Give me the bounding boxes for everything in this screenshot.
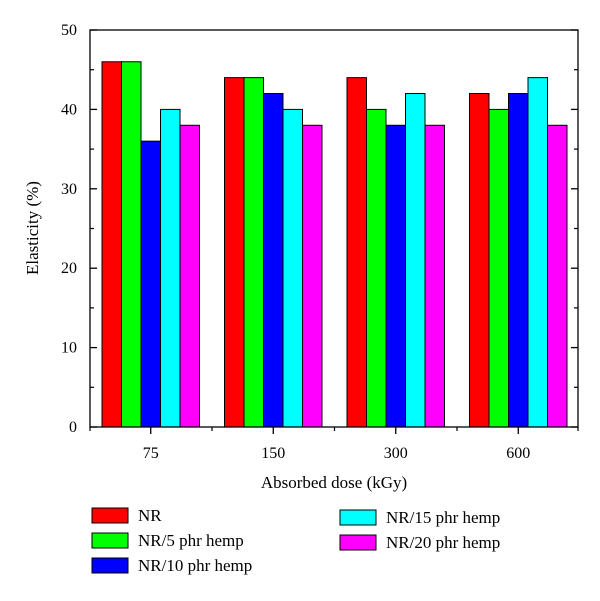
legend-label: NR/10 phr hemp — [138, 556, 252, 575]
bar-nr-600 — [469, 93, 490, 428]
legend: NR NR/5 phr hemp NR/10 phr hemp NR/15 phr h… — [91, 506, 500, 575]
bar-nr-5-phr-hemp-600 — [488, 108, 509, 428]
legend-label: NR/20 phr hemp — [386, 533, 500, 552]
bar-nr-300 — [346, 77, 367, 428]
y-tick-label: 20 — [61, 260, 77, 277]
bar-nr-10-phr-hemp-75 — [140, 140, 161, 428]
legend-swatch — [91, 532, 129, 549]
legend-swatch — [339, 534, 377, 551]
x-tick-label: 300 — [384, 445, 408, 462]
y-tick-label: 10 — [61, 340, 77, 357]
bar-nr-15-phr-hemp-300 — [405, 93, 426, 428]
x-axis: 75 150 300 600 — [89, 427, 579, 462]
y-axis-title: Elasticity (%) — [23, 181, 42, 275]
bar-nr-5-phr-hemp-300 — [366, 108, 387, 428]
y-tick-label: 50 — [61, 22, 77, 39]
x-tick-label: 150 — [261, 445, 285, 462]
legend-swatch — [91, 557, 129, 574]
legend-label: NR/5 phr hemp — [138, 531, 244, 550]
bar-nr-10-phr-hemp-600 — [508, 93, 529, 428]
bar-nr-5-phr-hemp-75 — [121, 61, 142, 428]
legend-swatch — [339, 509, 377, 526]
y-tick-label: 0 — [69, 419, 77, 436]
x-axis-title: Absorbed dose (kGy) — [261, 473, 407, 492]
bars-group — [101, 61, 568, 428]
x-tick-label: 600 — [506, 445, 530, 462]
bar-nr-20-phr-hemp-150 — [302, 124, 323, 428]
y-tick-label: 30 — [61, 181, 77, 198]
legend-label: NR — [138, 506, 162, 525]
bar-nr-20-phr-hemp-300 — [424, 124, 445, 428]
bar-nr-20-phr-hemp-75 — [179, 124, 200, 428]
bar-nr-10-phr-hemp-150 — [263, 93, 284, 428]
bar-nr-75 — [101, 61, 122, 428]
bar-nr-5-phr-hemp-150 — [243, 77, 264, 428]
bar-nr-10-phr-hemp-300 — [385, 124, 406, 428]
y-axis: 0 10 20 30 40 50 — [61, 22, 578, 436]
bar-nr-20-phr-hemp-600 — [547, 124, 568, 428]
bar-nr-15-phr-hemp-600 — [527, 77, 548, 428]
legend-label: NR/15 phr hemp — [386, 508, 500, 527]
bar-nr-150 — [224, 77, 245, 428]
bar-nr-15-phr-hemp-150 — [282, 108, 303, 428]
legend-swatch — [91, 507, 129, 524]
y-tick-label: 40 — [61, 101, 77, 118]
x-tick-label: 75 — [143, 445, 159, 462]
bar-nr-15-phr-hemp-75 — [160, 108, 181, 428]
